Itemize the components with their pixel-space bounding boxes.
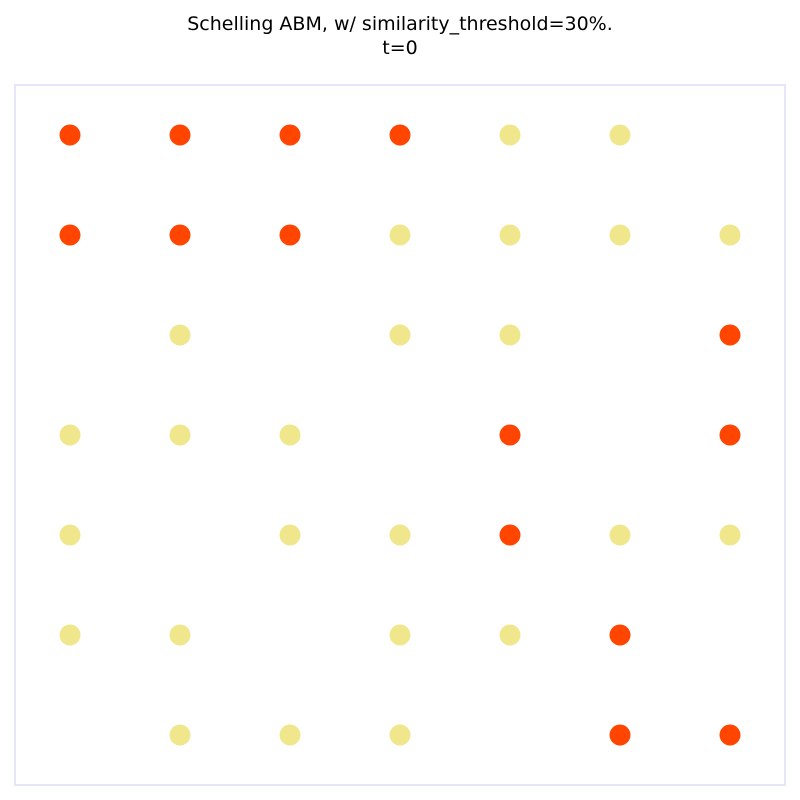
agent-point-group-b-4 xyxy=(609,224,631,246)
agent-point-group-a-0 xyxy=(59,124,81,146)
agent-point-group-b-9 xyxy=(59,424,81,446)
agent-point-group-b-7 xyxy=(389,324,411,346)
agent-point-group-b-16 xyxy=(719,524,741,546)
agent-point-group-b-6 xyxy=(169,324,191,346)
agent-point-group-a-7 xyxy=(719,324,741,346)
agent-point-group-b-0 xyxy=(499,124,521,146)
agent-point-group-a-8 xyxy=(499,424,521,446)
agent-point-group-a-10 xyxy=(499,524,521,546)
plot-frame xyxy=(14,84,786,786)
agent-point-group-a-6 xyxy=(279,224,301,246)
agent-point-group-a-9 xyxy=(719,424,741,446)
agent-point-group-b-12 xyxy=(59,524,81,546)
agent-point-group-b-17 xyxy=(59,624,81,646)
agent-point-group-b-8 xyxy=(499,324,521,346)
agent-point-group-b-13 xyxy=(279,524,301,546)
agent-point-group-a-13 xyxy=(719,724,741,746)
points-layer xyxy=(59,124,741,746)
agent-point-group-b-5 xyxy=(719,224,741,246)
agent-point-group-b-3 xyxy=(499,224,521,246)
agent-point-group-b-1 xyxy=(609,124,631,146)
agent-point-group-b-21 xyxy=(169,724,191,746)
agent-point-group-b-23 xyxy=(389,724,411,746)
agent-point-group-b-18 xyxy=(169,624,191,646)
agent-point-group-a-12 xyxy=(609,724,631,746)
agent-point-group-b-10 xyxy=(169,424,191,446)
agent-point-group-a-3 xyxy=(389,124,411,146)
agent-point-group-b-22 xyxy=(279,724,301,746)
agent-point-group-a-11 xyxy=(609,624,631,646)
agent-point-group-a-1 xyxy=(169,124,191,146)
agent-point-group-b-20 xyxy=(499,624,521,646)
agent-point-group-b-15 xyxy=(609,524,631,546)
agent-point-group-a-4 xyxy=(59,224,81,246)
agent-point-group-a-2 xyxy=(279,124,301,146)
agent-point-group-b-11 xyxy=(279,424,301,446)
agent-point-group-b-2 xyxy=(389,224,411,246)
chart-title: Schelling ABM, w/ similarity_threshold=3… xyxy=(187,13,613,35)
agent-point-group-b-19 xyxy=(389,624,411,646)
agent-point-group-a-5 xyxy=(169,224,191,246)
agent-point-group-b-14 xyxy=(389,524,411,546)
chart-subtitle: t=0 xyxy=(382,37,418,59)
